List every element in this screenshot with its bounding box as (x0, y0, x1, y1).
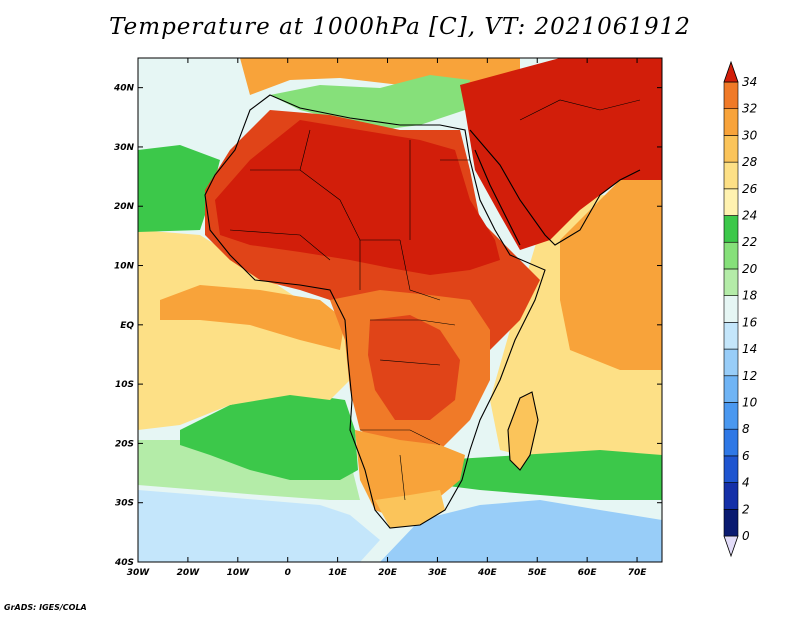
colorbar-label: 32 (742, 102, 757, 116)
colorbar-label: 12 (742, 369, 757, 383)
madagascar-coastline (507, 391, 539, 471)
colorbar-swatch (723, 375, 739, 403)
colorbar-swatch (723, 482, 739, 510)
colorbar-swatch (723, 241, 739, 270)
colorbar-swatch (723, 108, 739, 136)
africa-coastline (204, 94, 546, 529)
credit-text: GrADS: IGES/COLA (4, 603, 87, 612)
lat-tick-label: 20N (114, 202, 135, 212)
colorbar-swatch (723, 81, 739, 110)
tropical-atlantic (138, 230, 350, 430)
colorbar-swatch (723, 188, 739, 216)
colorbar-min-triangle (723, 535, 739, 558)
colorbar-label: 24 (742, 209, 757, 223)
longitude-axis: 30W 20W 10W 0 10E 20E 30E 40E 50E 60E 70E (127, 58, 647, 578)
lat-tick-label: EQ (120, 321, 134, 331)
middle-east-hot (460, 58, 662, 250)
colorbar-label: 10 (742, 395, 758, 409)
colorbar-label: 26 (742, 182, 758, 196)
coastline-overlay (204, 94, 641, 529)
lon-tick-label: 40E (477, 568, 498, 578)
lon-tick-label: 60E (578, 568, 598, 578)
gulf-of-guinea (160, 285, 345, 350)
lon-tick-label: 20W (177, 568, 201, 578)
colorbar-label: 28 (742, 155, 758, 169)
colorbar-swatch (723, 455, 739, 483)
colorbar-label: 14 (742, 342, 757, 356)
lon-tick-label: 50E (528, 568, 548, 578)
colorbar-label: 6 (742, 449, 750, 463)
north-atlantic-green (138, 145, 220, 232)
colorbar-label: 4 (742, 476, 750, 490)
colorbar-swatch (723, 268, 739, 296)
south-atlantic-cold (138, 490, 380, 562)
lon-tick-label: 20E (378, 568, 398, 578)
south-atlantic-band (180, 392, 358, 480)
colorbar-swatch (723, 135, 739, 163)
colorbar-swatch (723, 161, 739, 190)
colorbar-label: 0 (742, 529, 750, 543)
lon-tick-label: 30W (127, 568, 151, 578)
lat-tick-label: 10S (115, 380, 134, 390)
plot-frame (137, 57, 663, 563)
latitude-axis: 40N 30N 20N 10N EQ 10S 20S 30S 40S (113, 84, 662, 568)
red-sea-coast (474, 149, 521, 246)
colorbar-swatch (723, 508, 739, 537)
lat-tick-label: 40S (114, 558, 134, 568)
europe-warm (240, 58, 520, 95)
lon-tick-label: 10E (328, 568, 348, 578)
colorbar-swatch (723, 322, 739, 350)
congo-hot (368, 315, 460, 420)
colorbar-label: 22 (742, 235, 757, 249)
colorbar-label: 2 (742, 502, 750, 516)
lon-tick-label: 10W (227, 568, 251, 578)
temperature-field (138, 58, 662, 562)
mediterranean (270, 75, 470, 130)
colorbar-label: 34 (742, 75, 757, 89)
sahara-core (215, 120, 500, 275)
lon-tick-label: 30E (428, 568, 448, 578)
colorbar-label: 18 (742, 289, 758, 303)
arabia-coastline (469, 129, 641, 246)
border-overlay (229, 99, 641, 501)
lat-tick-label: 40N (113, 84, 135, 94)
lon-tick-label: 70E (628, 568, 648, 578)
far-south-blue (380, 500, 662, 562)
colorbar-swatch (723, 348, 739, 377)
colorbar-label: 20 (742, 262, 758, 276)
colorbar-label: 8 (742, 422, 750, 436)
colorbar-label: 16 (742, 315, 758, 329)
colorbar-swatch (723, 428, 739, 457)
arabian-sea (560, 175, 662, 370)
south-indian-green (440, 450, 662, 500)
lat-tick-label: 20S (115, 439, 134, 449)
colorbar-max-triangle (723, 60, 739, 83)
colorbar-swatch (723, 402, 739, 430)
colorbar-label: 30 (742, 128, 758, 142)
lat-tick-label: 30N (114, 143, 135, 153)
lat-tick-label: 10N (114, 262, 135, 272)
colorbar-swatch (723, 295, 739, 323)
colorbar-swatch (723, 215, 739, 243)
south-africa-cool (375, 490, 445, 528)
chart-title: Temperature at 1000hPa [C], VT: 20210619… (109, 14, 691, 40)
lat-tick-label: 30S (115, 499, 134, 509)
lon-tick-label: 0 (285, 568, 291, 578)
